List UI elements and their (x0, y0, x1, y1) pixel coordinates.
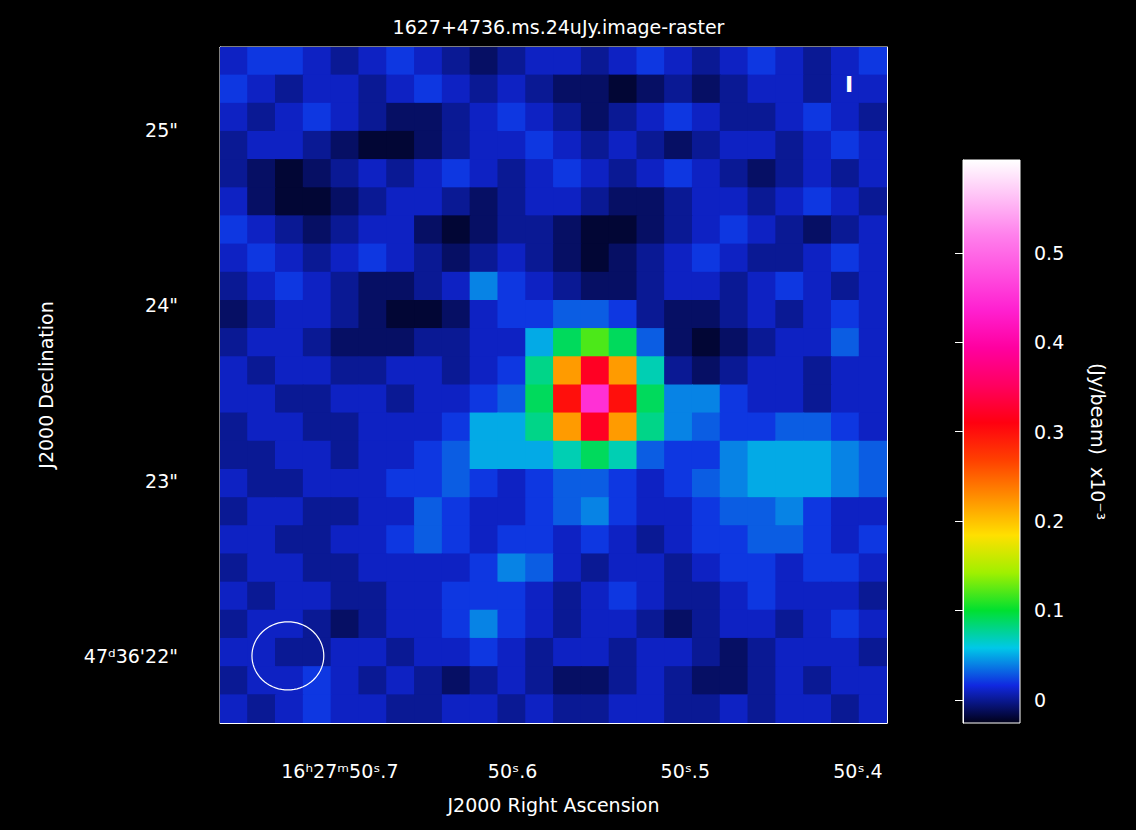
svg-text:16ʰ27ᵐ50ˢ.7: 16ʰ27ᵐ50ˢ.7 (281, 760, 398, 782)
svg-text:47ᵈ36'22": 47ᵈ36'22" (84, 645, 178, 667)
svg-text:0.3: 0.3 (1034, 421, 1064, 443)
svg-text:50ˢ.4: 50ˢ.4 (833, 760, 882, 782)
svg-text:0.5: 0.5 (1034, 242, 1064, 264)
svg-text:0.1: 0.1 (1034, 599, 1064, 621)
svg-text:I: I (845, 72, 853, 97)
svg-text:0.4: 0.4 (1034, 331, 1064, 353)
svg-text:24": 24" (145, 294, 178, 316)
svg-text:23": 23" (145, 470, 178, 492)
svg-text:J2000 Declination: J2000 Declination (35, 301, 57, 469)
svg-text:25": 25" (145, 119, 178, 141)
svg-text:0: 0 (1034, 689, 1046, 711)
svg-text:50ˢ.6: 50ˢ.6 (488, 760, 537, 782)
svg-text:50ˢ.5: 50ˢ.5 (661, 760, 710, 782)
svg-text:J2000 Right Ascension: J2000 Right Ascension (447, 794, 660, 816)
svg-text:(Jy/beam) x10⁻³: (Jy/beam) x10⁻³ (1087, 363, 1109, 520)
svg-text:0.2: 0.2 (1034, 510, 1064, 532)
svg-text:1627+4736.ms.24uJy.image-raste: 1627+4736.ms.24uJy.image-raster (393, 16, 725, 38)
